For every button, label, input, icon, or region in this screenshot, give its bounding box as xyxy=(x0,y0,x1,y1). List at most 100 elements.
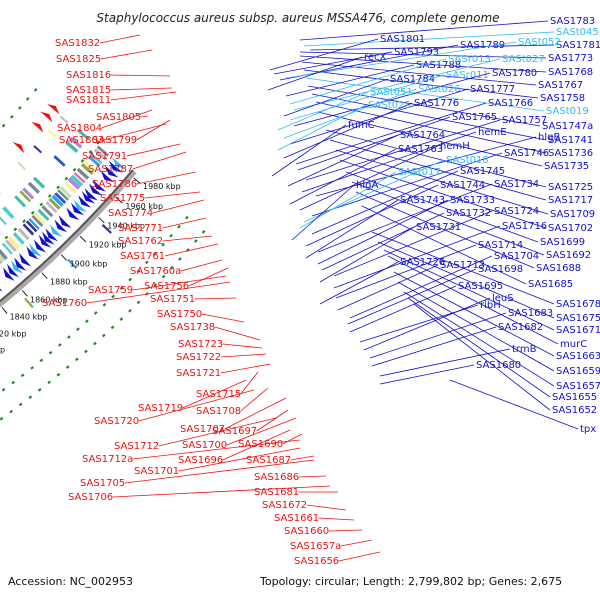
leader-line-left xyxy=(126,143,181,157)
gene-label-right: SAS1698 xyxy=(478,264,523,275)
gene-label-right: SAS1777 xyxy=(470,84,515,95)
gene-block xyxy=(59,115,69,124)
gene-label-right: SAS1733 xyxy=(450,195,495,206)
gene-arrow xyxy=(3,267,15,281)
gene-arrow xyxy=(38,234,52,248)
leader-line-right xyxy=(335,149,549,215)
leader-line-right xyxy=(295,102,487,165)
gene-block xyxy=(12,232,25,245)
leader-line-left xyxy=(110,87,173,91)
leader-line-left xyxy=(132,439,301,460)
leader-line-left xyxy=(224,397,287,430)
gene-label-right: SAS1678 xyxy=(556,299,600,310)
leader-line-right xyxy=(325,129,547,188)
gene-label-right: SAS1709 xyxy=(550,209,595,220)
gene-label-right: SAS1741 xyxy=(548,135,593,146)
gene-label-right: SAS1683 xyxy=(508,308,553,319)
leader-line-left xyxy=(158,417,277,447)
gene-block xyxy=(24,297,34,309)
gene-label-left: SAS1815 xyxy=(66,85,111,96)
gene-label-left: SAS1687 xyxy=(246,455,291,466)
gene-label-right: SAS1713 xyxy=(440,260,485,271)
leader-line-left xyxy=(220,363,271,374)
gene-arrow xyxy=(104,165,119,178)
gene-label-left: SAS1759 xyxy=(88,285,133,296)
gene-block xyxy=(31,215,44,227)
gene-label-right: hemE xyxy=(478,127,507,138)
leader-line-left xyxy=(240,387,269,412)
gene-label-right: murC xyxy=(560,339,587,350)
leader-line-left xyxy=(338,551,381,562)
leader-line-right xyxy=(277,91,369,131)
tick-label: 1960 kbp xyxy=(125,202,163,211)
gene-label-right: SAS1659 xyxy=(556,366,600,377)
leader-line-right xyxy=(273,51,393,75)
leader-line-left xyxy=(282,433,303,445)
gene-label-right: SAS1685 xyxy=(528,279,573,290)
leader-line-right xyxy=(403,291,555,387)
gene-label-right: SAS1788 xyxy=(416,60,461,71)
gene-label-left: SAS1803 xyxy=(59,135,104,146)
tick-label: 1900 kbp xyxy=(70,260,108,269)
gene-block xyxy=(5,239,17,252)
gene-label-right: SAS1732 xyxy=(446,208,491,219)
gene-label-left: SAS1696 xyxy=(178,455,223,466)
leader-line-right xyxy=(299,55,547,73)
leader-line-right xyxy=(285,64,415,97)
leader-line-left xyxy=(110,74,171,77)
gene-label-left: SAS1811 xyxy=(66,95,111,106)
gene-label-left: SAS1721 xyxy=(176,368,221,379)
gene-block xyxy=(67,258,78,269)
gene-block xyxy=(47,129,57,138)
leader-line-right xyxy=(317,183,493,253)
tick-mark xyxy=(79,235,87,243)
gene-label-left: SAS1761 xyxy=(120,251,165,262)
backbone-line xyxy=(0,169,134,303)
gene-label-left: SAS1774 xyxy=(108,208,153,219)
genome-summary-text: Topology: circular; Length: 2,799,802 bp… xyxy=(259,575,562,588)
leader-line-left xyxy=(188,267,229,287)
leader-line-right xyxy=(361,205,527,285)
tick-mark xyxy=(21,289,28,297)
leader-line-right xyxy=(321,212,445,271)
gene-label-right: SAS1793 xyxy=(394,47,439,58)
gene-label-right: SASt026 xyxy=(418,84,461,95)
leader-line-left xyxy=(162,235,213,242)
gene-block xyxy=(17,161,26,171)
leader-line-right xyxy=(317,199,449,265)
gene-block xyxy=(19,190,32,203)
leader-line-left xyxy=(214,326,261,341)
leader-line-left xyxy=(136,171,197,185)
genome-backbone xyxy=(0,169,137,308)
gene-label-right: SAS1704 xyxy=(494,251,539,262)
gene-arrow xyxy=(54,219,68,233)
gene-label-right: SAS1680 xyxy=(476,360,521,371)
leader-line-left xyxy=(101,109,153,129)
leader-line-right xyxy=(311,152,503,217)
tick-label: 1840 kbp xyxy=(10,313,48,322)
backbone-shadow xyxy=(0,169,137,308)
leader-line-right xyxy=(335,244,477,299)
guide-ring xyxy=(0,229,206,422)
gene-label-right: SAS1780 xyxy=(492,68,537,79)
leader-line-left xyxy=(318,517,355,521)
gene-arrow xyxy=(112,157,126,169)
tick-label: 1920 kbp xyxy=(89,241,127,250)
gene-label-right: SAS1783 xyxy=(550,16,595,27)
tick-label: 1980 kbp xyxy=(143,182,181,191)
leader-line-right xyxy=(303,69,539,99)
gene-label-left: SAS1719 xyxy=(138,403,183,414)
gene-label-right: SAS1745 xyxy=(460,166,505,177)
gene-label-right: SAS1716 xyxy=(502,221,547,232)
leader-line-left xyxy=(298,475,327,478)
tick-mark xyxy=(98,216,105,224)
gene-label-right: SAS1692 xyxy=(546,250,591,261)
gene-arrow xyxy=(71,202,84,216)
gene-arrow xyxy=(84,188,98,201)
leader-line-right xyxy=(407,297,551,398)
gene-label-right: SAS1655 xyxy=(552,392,597,403)
gene-block xyxy=(96,145,110,157)
gene-features xyxy=(0,104,126,309)
